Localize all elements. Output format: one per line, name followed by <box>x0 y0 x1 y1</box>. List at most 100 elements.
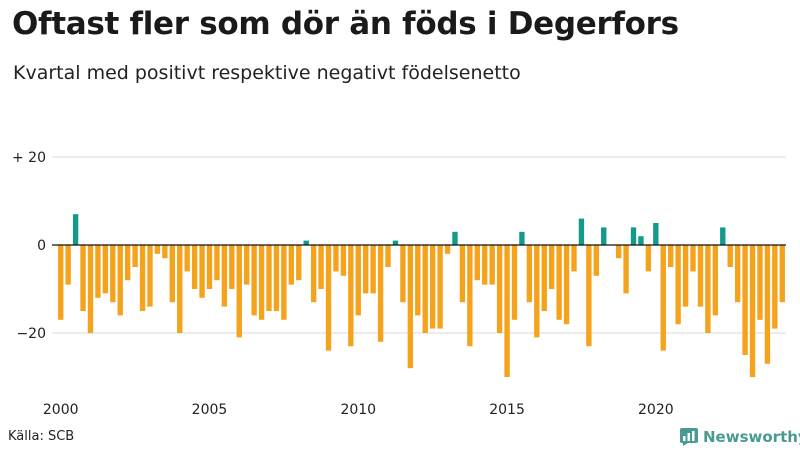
newsworthy-logo: Newsworthy <box>680 426 800 448</box>
bar <box>779 245 785 303</box>
bar <box>333 245 339 272</box>
bar <box>772 245 778 329</box>
bar <box>296 245 302 281</box>
bar <box>474 245 480 281</box>
bar <box>422 245 428 333</box>
bar <box>757 245 763 320</box>
bar <box>318 245 324 289</box>
bar <box>511 245 518 320</box>
bar <box>117 245 123 316</box>
bar <box>742 245 748 355</box>
bar <box>281 245 287 320</box>
bar <box>452 231 458 245</box>
y-tick-label: + 20 <box>12 150 46 166</box>
x-tick-label: 2010 <box>340 402 376 418</box>
x-tick-label: 2000 <box>43 402 79 418</box>
bar <box>177 245 183 333</box>
bar <box>630 227 637 245</box>
bar <box>615 245 622 259</box>
bar <box>549 245 555 289</box>
bar <box>720 227 726 245</box>
bar <box>124 245 131 281</box>
bar <box>578 218 585 245</box>
bar <box>273 245 280 311</box>
bar <box>355 245 361 316</box>
bar <box>214 245 220 281</box>
bar <box>392 240 399 245</box>
bar <box>444 245 451 254</box>
bar <box>288 245 294 285</box>
bar <box>244 245 250 285</box>
bar <box>162 245 168 259</box>
bar <box>251 245 257 316</box>
bar <box>87 245 94 333</box>
bar <box>504 245 510 377</box>
bar <box>221 245 228 307</box>
x-tick-label: 2020 <box>638 402 674 418</box>
x-tick-label: 2005 <box>192 402 228 418</box>
bar <box>489 245 495 285</box>
bar <box>526 245 533 303</box>
bar <box>682 245 689 307</box>
x-tick-label: 2015 <box>489 402 525 418</box>
bar <box>467 245 473 347</box>
bar <box>705 245 711 333</box>
y-tick-label: −20 <box>16 326 46 342</box>
bar <box>348 245 354 347</box>
bar <box>102 245 109 294</box>
bar <box>653 223 659 245</box>
bar-chart: + 20 0 −20 2000 2005 2010 2015 2020 <box>12 150 786 418</box>
bar <box>154 245 161 254</box>
bar <box>95 245 101 298</box>
bar <box>385 245 391 267</box>
bar <box>586 245 592 347</box>
bar <box>623 245 629 294</box>
bar <box>764 245 771 364</box>
bar <box>266 245 272 311</box>
bar <box>370 245 376 294</box>
bar <box>496 245 503 333</box>
x-axis-ticks: 2000 2005 2010 2015 2020 <box>43 402 674 418</box>
bar <box>65 245 71 285</box>
bar <box>310 245 317 303</box>
bar <box>340 245 347 276</box>
bars <box>58 214 785 377</box>
bar <box>727 245 733 267</box>
bar <box>229 245 235 289</box>
bar <box>363 245 369 294</box>
source-note: Källa: SCB <box>8 429 75 444</box>
bar <box>482 245 488 285</box>
bar <box>303 240 309 245</box>
chart-subtitle: Kvartal med positivt respektive negativt… <box>13 62 521 84</box>
bar <box>407 245 414 369</box>
bar <box>132 245 138 267</box>
bar <box>377 245 384 342</box>
bar <box>534 245 540 338</box>
newsworthy-logo-text: Newsworthy <box>703 428 800 446</box>
bar <box>541 245 547 311</box>
bar <box>199 245 205 298</box>
bar <box>139 245 146 311</box>
bar <box>72 214 79 245</box>
bar <box>191 245 198 289</box>
bar <box>236 245 242 338</box>
y-tick-label: 0 <box>37 238 46 254</box>
bar <box>147 245 153 307</box>
bar <box>519 231 525 245</box>
bar <box>325 245 332 351</box>
bar <box>668 245 674 267</box>
bar <box>169 245 175 303</box>
bar <box>712 245 719 316</box>
bar <box>563 245 570 325</box>
bar <box>415 245 421 316</box>
bar <box>749 245 756 377</box>
bar <box>601 227 607 245</box>
newsworthy-logo-icon <box>680 428 698 446</box>
bar <box>459 245 466 303</box>
bar <box>690 245 696 272</box>
bar <box>638 236 644 245</box>
bar <box>593 245 599 276</box>
bar <box>58 245 64 320</box>
bar <box>675 245 681 325</box>
y-axis-ticks: + 20 0 −20 <box>12 150 46 342</box>
